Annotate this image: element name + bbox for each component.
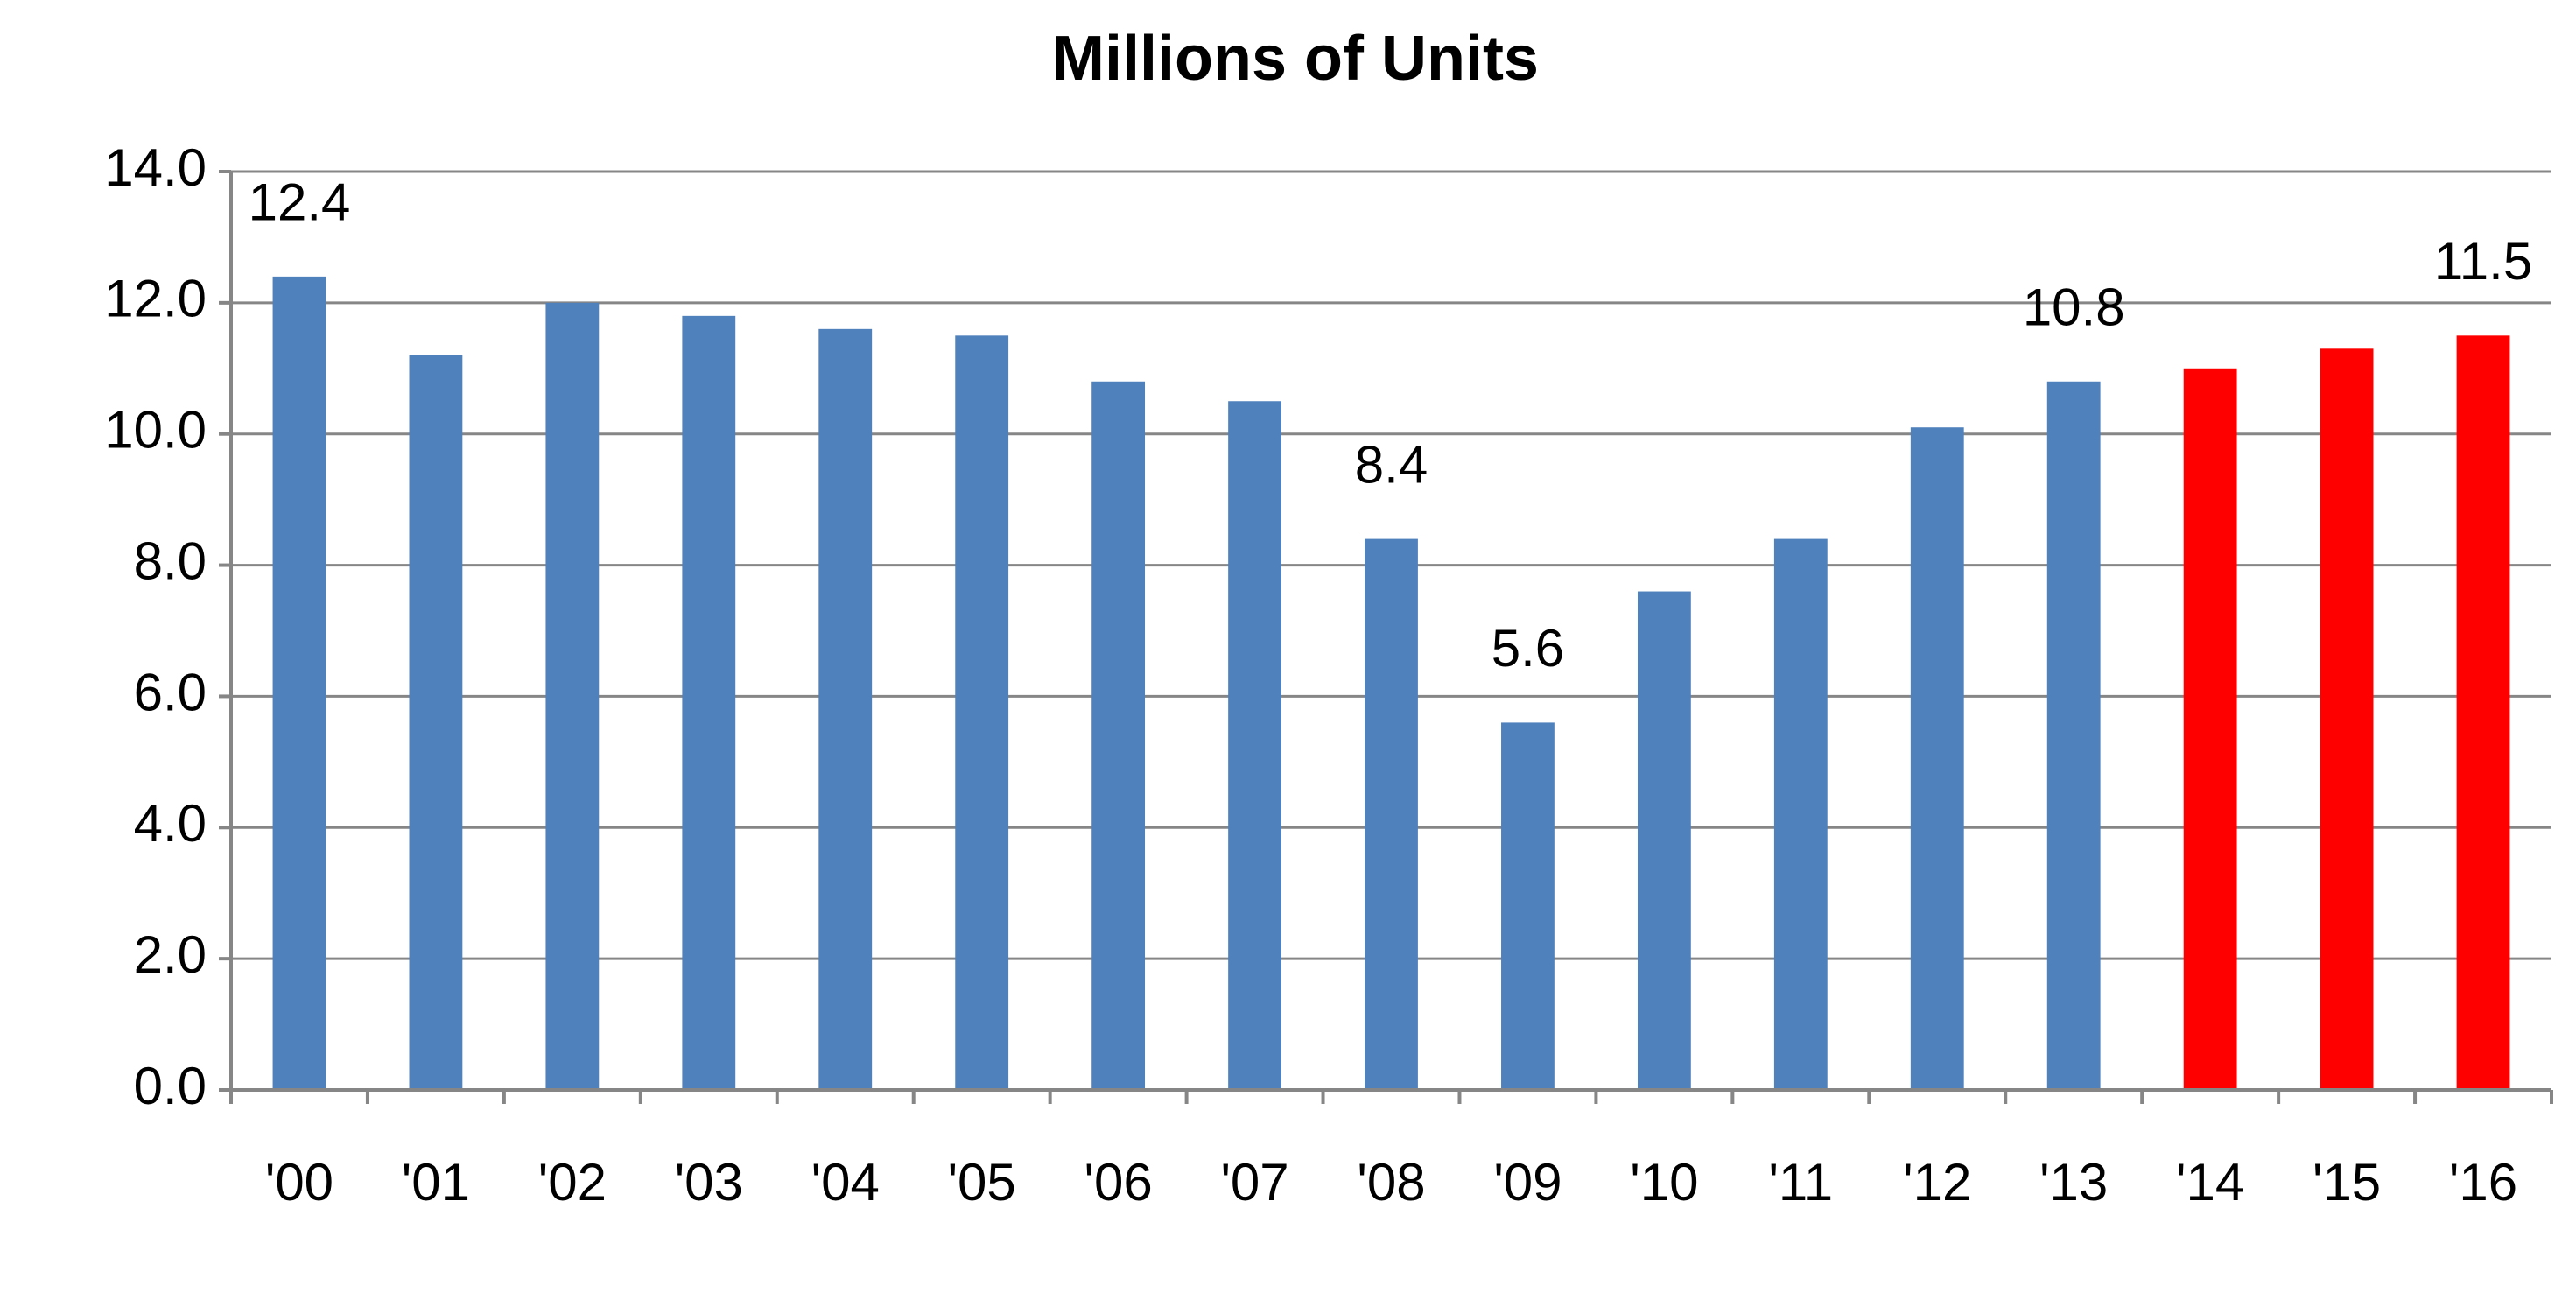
x-tick-label: '04 [811,1153,880,1212]
bar [1365,538,1418,1090]
bar [1637,591,1691,1090]
bar [955,335,1009,1091]
bar [1773,538,1828,1090]
bar [272,276,326,1090]
x-tick-label: '16 [2449,1153,2517,1212]
x-tick-label: '07 [1220,1153,1288,1212]
bar [409,355,463,1090]
y-tick-label: 4.0 [134,794,207,853]
y-tick-label: 0.0 [134,1057,207,1115]
data-label: 8.4 [1355,435,1428,494]
bar [2320,348,2374,1090]
y-tick-label: 2.0 [134,925,207,984]
bar [818,328,873,1090]
bar [1091,381,1146,1090]
bar [1228,401,1281,1090]
bar [2456,335,2510,1091]
x-tick-label: '01 [402,1153,470,1212]
x-tick-label: '08 [1357,1153,1425,1212]
x-tick-label: '15 [2313,1153,2381,1212]
bar [1501,722,1555,1090]
data-label: 12.4 [249,173,351,232]
bar [2183,368,2237,1090]
y-tick-label: 8.0 [134,531,207,590]
x-tick-label: '02 [538,1153,607,1212]
x-tick-label: '13 [2039,1153,2108,1212]
bar [1910,427,1964,1090]
y-tick-label: 12.0 [104,270,207,328]
x-tick-label: '14 [2176,1153,2244,1212]
x-tick-label: '12 [1903,1153,1971,1212]
x-tick-label: '09 [1493,1153,1562,1212]
x-tick-label: '03 [675,1153,743,1212]
x-tick-label: '06 [1084,1153,1153,1212]
y-tick-label: 14.0 [104,138,207,197]
data-label: 5.6 [1492,619,1564,678]
bar [2046,381,2101,1090]
x-tick-label: '00 [265,1153,333,1212]
y-tick-label: 10.0 [104,401,207,460]
data-label: 11.5 [2434,232,2532,291]
y-tick-label: 6.0 [134,663,207,721]
bar [545,302,600,1090]
x-tick-label: '11 [1768,1153,1833,1212]
x-tick-label: '10 [1630,1153,1698,1212]
bar [682,315,736,1090]
x-tick-label: '05 [948,1153,1016,1212]
data-label: 10.8 [2023,278,2125,337]
chart-title: Millions of Units [1052,24,1539,94]
